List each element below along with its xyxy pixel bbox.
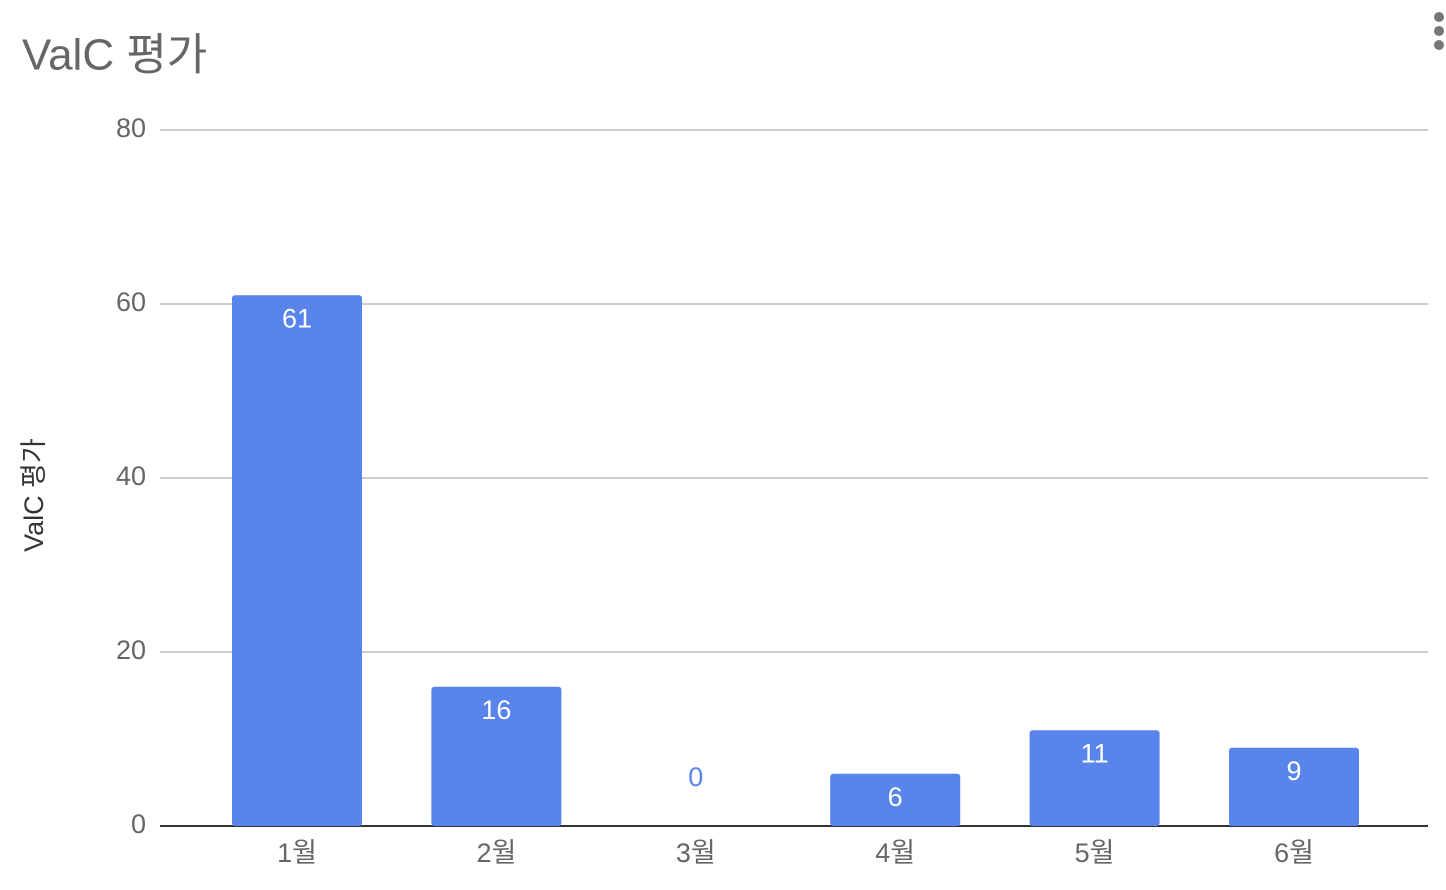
value-label: 16 bbox=[481, 695, 511, 725]
menu-dot bbox=[1434, 40, 1444, 50]
bar bbox=[830, 773, 961, 826]
y-tick-label: 40 bbox=[116, 461, 146, 491]
y-tick-label: 80 bbox=[116, 113, 146, 143]
x-tick-label: 5월 bbox=[1075, 838, 1115, 868]
y-tick-label: 60 bbox=[116, 287, 146, 317]
x-tick-label: 1월 bbox=[277, 838, 317, 868]
bar bbox=[431, 686, 562, 826]
y-tick-label: 0 bbox=[131, 809, 146, 839]
value-label: 11 bbox=[1081, 738, 1109, 768]
y-tick-label: 20 bbox=[116, 635, 146, 665]
menu-dot bbox=[1434, 12, 1444, 22]
bar bbox=[232, 295, 362, 826]
x-tick-label: 2월 bbox=[476, 838, 516, 868]
value-label: 6 bbox=[888, 782, 903, 812]
chart-title: ValC 평가 bbox=[22, 31, 207, 80]
value-label: 9 bbox=[1286, 756, 1301, 786]
x-tick-label: 3월 bbox=[676, 838, 716, 868]
bar bbox=[1029, 730, 1160, 826]
menu-dot bbox=[1434, 26, 1444, 36]
x-tick-label: 6월 bbox=[1274, 838, 1314, 868]
menu-icon[interactable] bbox=[1434, 12, 1444, 50]
value-label: 61 bbox=[282, 303, 312, 333]
value-label: 0 bbox=[688, 762, 703, 792]
y-axis-label: ValC 평가 bbox=[19, 438, 49, 552]
bar bbox=[1229, 747, 1359, 826]
x-tick-label: 4월 bbox=[875, 838, 915, 868]
